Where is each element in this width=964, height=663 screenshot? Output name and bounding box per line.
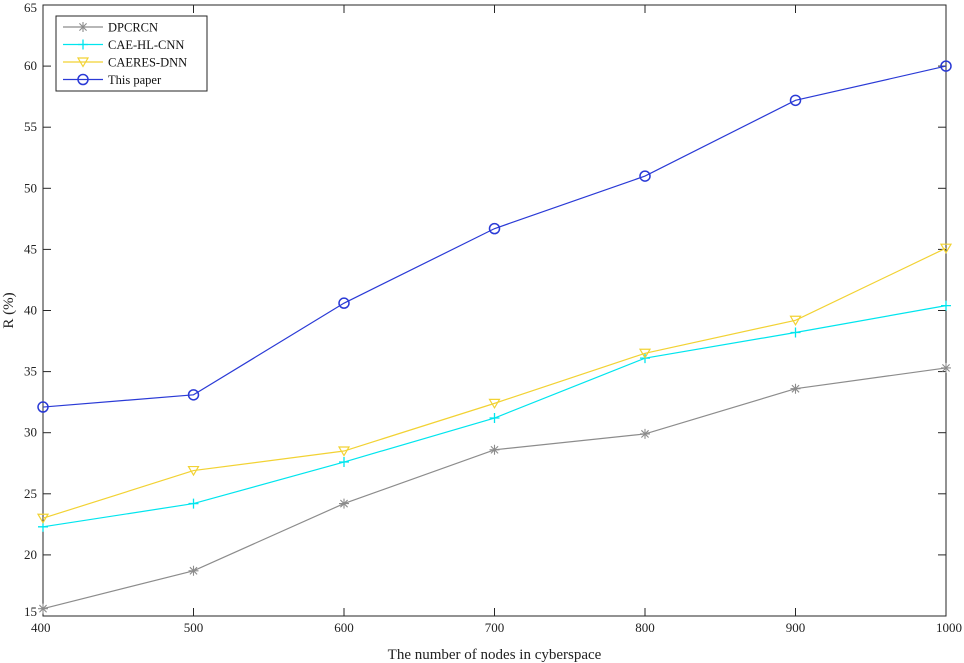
data-point-0-1 [188, 565, 199, 576]
legend-marker-0 [78, 22, 88, 32]
data-point-3-5 [789, 94, 802, 107]
y-tick-label-1: 20 [24, 547, 37, 562]
data-point-3-3 [488, 222, 501, 235]
data-point-0-3 [489, 444, 500, 455]
x-axis-title: The number of nodes in cyberspace [388, 647, 602, 663]
series-0 [38, 362, 951, 614]
series-line-3 [42, 65, 947, 408]
data-point-0-0 [38, 603, 48, 614]
data-point-2-1 [187, 465, 200, 477]
legend-marker-1 [78, 39, 88, 50]
y-tick-label-2: 25 [24, 486, 37, 501]
data-point-1-5 [790, 327, 801, 338]
legend-marker-2 [76, 57, 90, 68]
data-point-2-6 [939, 243, 953, 254]
series-1 [38, 300, 951, 532]
data-point-3-4 [639, 170, 651, 182]
x-tick-label-3: 700 [485, 620, 505, 635]
data-point-3-0 [37, 401, 49, 413]
data-point-1-1 [188, 498, 199, 509]
legend-item-2: CAERES-DNN [63, 56, 187, 70]
legend-item-3: This paper [63, 73, 162, 87]
legend-label-1: CAE-HL-CNN [108, 38, 184, 52]
y-tick-label-7: 50 [24, 180, 37, 195]
data-point-2-3 [488, 398, 501, 410]
data-point-2-0 [36, 513, 50, 524]
x-tick-label-0: 400 [31, 620, 51, 635]
series-group [36, 60, 953, 614]
data-point-0-4 [640, 428, 650, 439]
y-tick-label-0: 15 [24, 604, 37, 619]
legend-label-2: CAERES-DNN [108, 56, 187, 70]
data-point-2-5 [789, 315, 802, 326]
y-tick-label-10: 65 [24, 0, 37, 15]
data-point-1-2 [339, 457, 349, 468]
y-tick-label-5: 40 [24, 303, 37, 318]
axis-ticks: 400 500 600 700 800 900 1000 15 20 25 30 35 40 45 50 55… [24, 0, 962, 635]
data-point-3-6 [940, 60, 952, 72]
y-tick-label-6: 45 [24, 241, 37, 256]
legend-label-3: This paper [108, 73, 162, 87]
data-point-1-6 [941, 300, 951, 311]
data-point-0-5 [790, 383, 801, 394]
data-point-3-1 [187, 389, 200, 401]
data-point-2-4 [638, 348, 652, 359]
legend-item-0: DPCRCN [63, 21, 158, 35]
x-tick-label-1: 500 [184, 620, 204, 635]
y-tick-label-4: 35 [24, 364, 37, 379]
series-3 [37, 60, 952, 413]
y-tick-label-8: 55 [24, 119, 37, 134]
data-point-0-2 [339, 498, 349, 509]
x-tick-label-6: 1000 [936, 620, 962, 635]
legend-item-1: CAE-HL-CNN [63, 38, 184, 52]
series-2 [36, 243, 953, 524]
series-line-2 [42, 247, 947, 519]
legend-marker-3 [77, 73, 89, 86]
plot-area [42, 4, 947, 617]
x-tick-label-4: 800 [635, 620, 655, 635]
legend-label-0: DPCRCN [108, 21, 158, 35]
legend: DPCRCN CAE-HL-CNN CAERES-DNN This paper [55, 15, 208, 92]
x-tick-label-2: 600 [334, 620, 354, 635]
data-point-2-2 [337, 446, 351, 457]
y-tick-label-3: 30 [24, 425, 37, 440]
y-tick-label-9: 60 [24, 58, 37, 73]
x-tick-label-5: 900 [786, 620, 806, 635]
data-point-3-2 [338, 297, 350, 309]
y-axis-title: R (%) [1, 292, 17, 328]
data-point-0-6 [941, 362, 951, 373]
data-point-1-3 [489, 413, 500, 424]
